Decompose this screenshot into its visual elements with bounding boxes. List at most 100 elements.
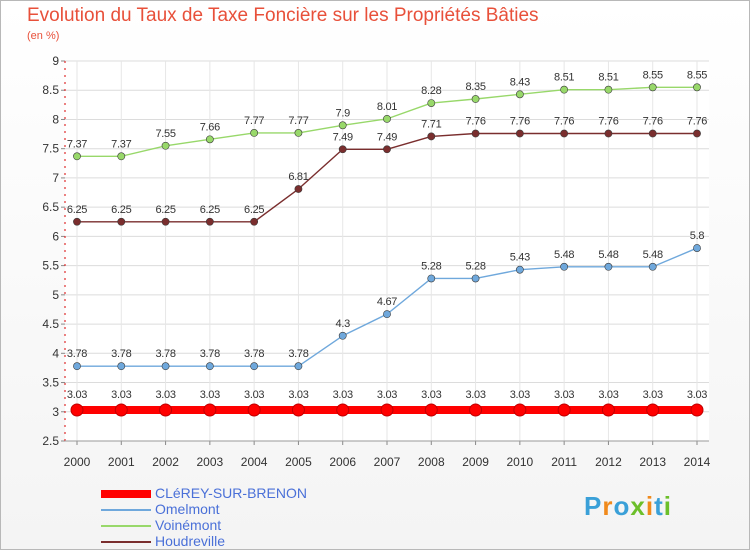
data-point — [515, 129, 524, 138]
data-point — [117, 217, 126, 226]
data-label: 8.55 — [687, 69, 707, 81]
x-tick-label: 2011 — [551, 455, 577, 469]
data-point — [604, 85, 613, 94]
data-label: 3.78 — [244, 348, 264, 360]
x-tick-label: 2013 — [639, 455, 666, 469]
data-point — [383, 310, 391, 319]
data-point — [250, 362, 259, 371]
data-point — [203, 403, 217, 417]
data-label: 7.76 — [643, 115, 663, 127]
data-point — [73, 152, 81, 161]
logo-letter: x — [630, 491, 646, 521]
data-point — [338, 121, 347, 130]
data-label: 3.03 — [288, 389, 308, 401]
data-point — [515, 265, 524, 274]
data-label: 3.03 — [200, 389, 220, 401]
data-point — [648, 83, 657, 92]
data-label: 6.25 — [244, 204, 264, 216]
legend-label: Voinémont — [155, 517, 222, 533]
proxiti-logo: Proxiti — [584, 491, 672, 522]
x-tick-label: 2010 — [507, 455, 534, 469]
logo-letter: t — [654, 491, 664, 521]
y-tick-label: 5 — [52, 288, 59, 302]
data-label: 5.48 — [643, 249, 663, 261]
logo-letter: P — [584, 491, 603, 521]
data-point — [560, 262, 569, 271]
data-label: 8.28 — [421, 85, 441, 97]
data-point — [469, 403, 483, 417]
data-label: 3.03 — [465, 389, 485, 401]
x-tick-label: 2002 — [152, 455, 179, 469]
logo-letter: o — [613, 491, 631, 521]
data-point — [648, 262, 657, 271]
data-label: 3.03 — [421, 389, 441, 401]
data-point — [693, 129, 701, 138]
data-point — [73, 362, 81, 371]
legend-item: CLéREY-SUR-BRENON — [101, 485, 307, 501]
y-tick-label: 7.5 — [42, 142, 59, 156]
y-tick-label: 9 — [52, 54, 59, 68]
legend-label: CLéREY-SUR-BRENON — [155, 485, 307, 501]
data-label: 8.01 — [377, 101, 397, 113]
data-label: 4.67 — [377, 296, 397, 308]
legend-item: Houdreville — [101, 533, 307, 549]
data-label: 3.03 — [67, 389, 87, 401]
data-label: 6.25 — [111, 204, 131, 216]
data-label: 6.25 — [155, 204, 175, 216]
data-label: 5.43 — [510, 252, 530, 264]
data-point — [161, 141, 170, 150]
data-label: 3.03 — [554, 389, 574, 401]
data-label: 3.03 — [333, 389, 353, 401]
legend-item: Voinémont — [101, 517, 307, 533]
data-label: 7.37 — [111, 138, 131, 150]
data-label: 7.76 — [687, 115, 707, 127]
data-point — [250, 129, 259, 137]
data-label: 3.78 — [67, 348, 87, 360]
x-tick-label: 2000 — [64, 455, 91, 469]
data-point — [294, 362, 303, 371]
data-label: 8.35 — [465, 81, 485, 93]
data-point — [117, 152, 126, 161]
x-tick-label: 2012 — [595, 455, 622, 469]
x-tick-label: 2003 — [197, 455, 224, 469]
data-point — [294, 185, 303, 193]
data-label: 3.03 — [687, 389, 707, 401]
data-label: 7.76 — [465, 115, 485, 127]
data-point — [604, 262, 613, 271]
data-label: 8.51 — [598, 72, 618, 84]
data-point — [117, 362, 126, 371]
data-label: 7.76 — [510, 115, 530, 127]
data-label: 3.78 — [111, 348, 131, 360]
y-tick-label: 5.5 — [42, 259, 59, 273]
data-point — [471, 95, 480, 103]
data-label: 6.25 — [67, 204, 87, 216]
data-label: 6.25 — [200, 204, 220, 216]
data-label: 3.03 — [155, 389, 175, 401]
y-tick-label: 3.5 — [42, 376, 59, 390]
x-tick-label: 2001 — [108, 455, 135, 469]
data-label: 7.66 — [200, 121, 220, 133]
data-point — [560, 85, 569, 94]
data-label: 3.03 — [643, 389, 663, 401]
x-tick-label: 2008 — [418, 455, 445, 469]
data-label: 8.51 — [554, 72, 574, 84]
data-point — [427, 99, 436, 107]
data-point — [294, 129, 303, 137]
data-point — [161, 362, 170, 371]
x-tick-label: 2004 — [241, 455, 268, 469]
data-point — [250, 217, 259, 226]
data-point — [471, 129, 480, 138]
x-tick-label: 2005 — [285, 455, 312, 469]
data-label: 5.48 — [598, 249, 618, 261]
data-point — [114, 403, 128, 417]
data-point — [338, 331, 347, 340]
legend-label: Houdreville — [155, 533, 226, 549]
chart-title: Evolution du Taux de Taxe Foncière sur l… — [27, 5, 539, 26]
data-label: 5.28 — [421, 260, 441, 272]
data-label: 7.55 — [155, 128, 175, 140]
data-label: 3.03 — [598, 389, 618, 401]
data-point — [161, 217, 170, 226]
x-tick-label: 2009 — [462, 455, 489, 469]
y-tick-label: 2.5 — [42, 434, 59, 448]
